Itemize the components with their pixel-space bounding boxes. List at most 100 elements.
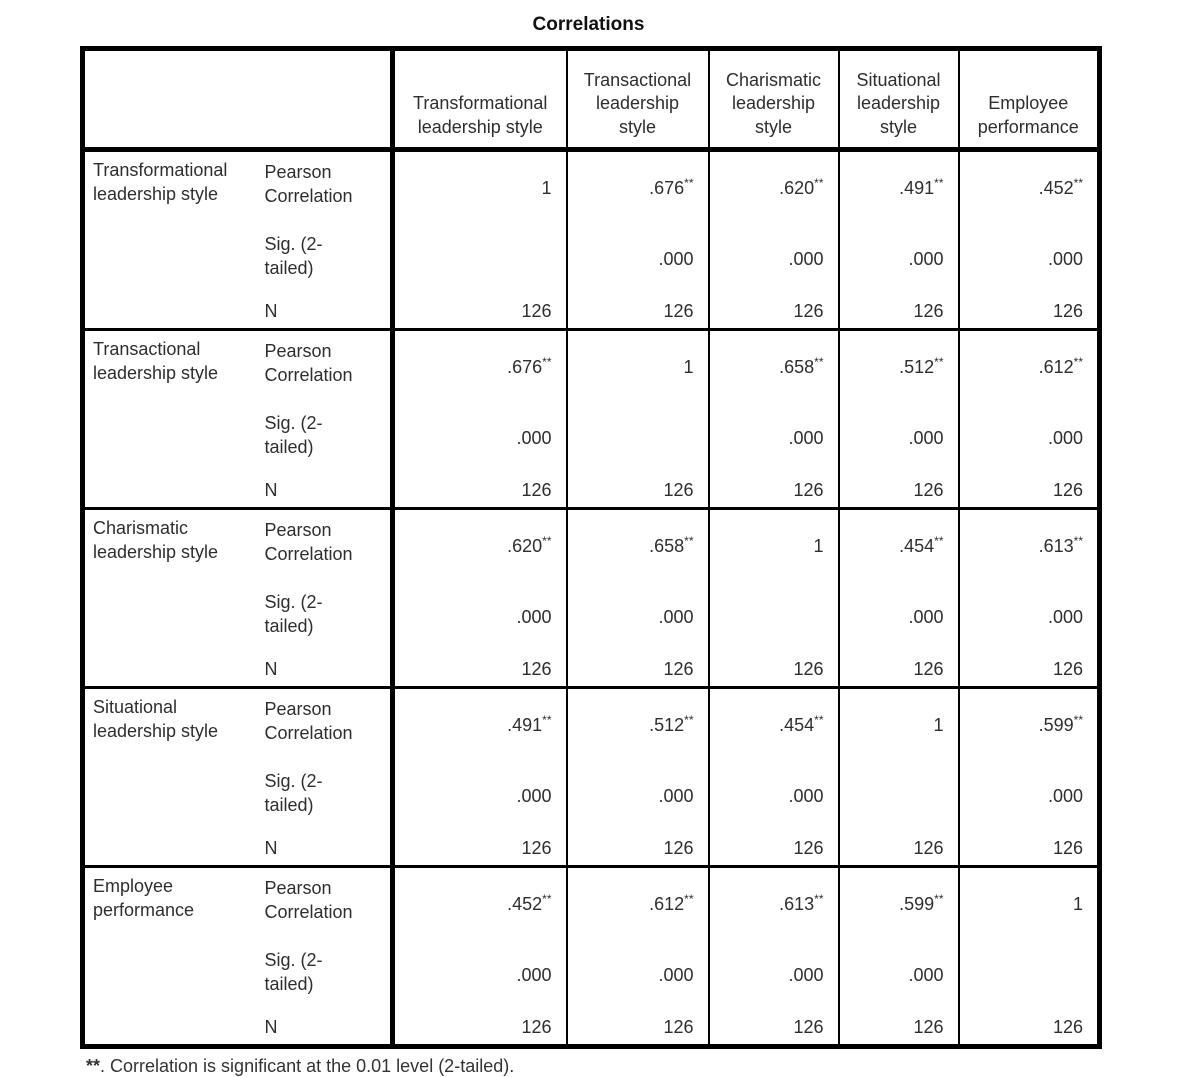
n-value-cell: 126 [837,831,959,867]
pearson-value: .452 [1038,177,1074,198]
sig-value-cell: .000 [707,224,839,294]
significance-stars: ** [934,354,944,369]
pearson-value: .599 [899,893,935,914]
significance-stars: ** [1073,533,1083,548]
pearson-value: .491 [899,177,935,198]
significance-stars: ** [542,354,552,369]
pearson-value-cell: .676** [565,148,709,224]
pearson-row: Transactional leadership style Pearson Co… [82,328,1100,509]
n-value-cell: 126 [565,473,709,509]
pearson-value-cell: 1 [391,148,567,224]
correlations-table: Transformational leadership style Transac… [80,46,1102,1049]
column-header-4: Employee performance [957,48,1100,152]
significance-stars: ** [684,533,694,548]
sig-value-cell [957,940,1100,1010]
stat-label-n: N [262,652,395,688]
pearson-value-cell: .658** [707,328,839,403]
significance-stars: ** [684,175,694,190]
sig-row: Sig. (2- tailed) .000.000.000.000 [83,761,1100,831]
n-value-cell: 126 [707,652,839,688]
stat-label-sig: Sig. (2- tailed) [262,582,395,652]
n-row: N 126 126 126 126 126 [83,831,1100,867]
pearson-value-cell: .658** [565,507,709,582]
sig-value-cell: .000 [837,224,959,294]
sig-value-cell: .000 [391,403,567,473]
sig-row: Sig. (2- tailed) .000.000.000.000 [83,582,1100,652]
pearson-value-cell: .599** [957,686,1100,761]
sig-value-cell: .000 [957,403,1100,473]
pearson-value: 1 [541,177,552,198]
sig-value-cell [837,761,959,831]
n-value-cell: 126 [391,831,567,867]
pearson-value-cell: 1 [565,328,709,403]
significance-stars: ** [1073,712,1083,727]
n-value-cell: 126 [565,831,709,867]
stat-label-pearson: Pearson Correlation [262,865,395,940]
significance-stars: ** [684,712,694,727]
pearson-value-cell: .512** [837,328,959,403]
pearson-value-cell: 1 [957,865,1100,940]
significance-stars: ** [814,712,824,727]
significance-stars: ** [542,533,552,548]
n-value-cell: 126 [957,831,1100,867]
pearson-value: .612 [649,893,685,914]
stat-label-n: N [262,831,395,867]
pearson-value: .676 [649,177,685,198]
pearson-value: .491 [507,714,543,735]
n-value-cell: 126 [391,294,567,330]
stat-label-sig: Sig. (2- tailed) [262,403,395,473]
n-value-cell: 126 [391,652,567,688]
significance-stars: ** [814,354,824,369]
pearson-value: .620 [507,535,543,556]
stat-label-sig: Sig. (2- tailed) [262,940,395,1010]
pearson-value: 1 [683,356,694,377]
significance-stars: ** [1073,175,1083,190]
significance-stars: ** [934,533,944,548]
n-value-cell: 126 [837,1010,959,1047]
significance-stars: ** [934,891,944,906]
row-label: Charismatic leadership style [82,507,263,688]
significance-stars: ** [684,891,694,906]
pearson-value: .676 [507,356,543,377]
n-value-cell: 126 [957,1010,1100,1047]
stat-label-sig: Sig. (2- tailed) [262,761,395,831]
stat-label-pearson: Pearson Correlation [262,686,395,761]
stat-label-pearson: Pearson Correlation [262,148,395,224]
pearson-row: Employee performance Pearson Correlation.… [82,865,1100,1047]
n-value-cell: 126 [837,473,959,509]
pearson-value-cell: .454** [707,686,839,761]
sig-row: Sig. (2- tailed) .000.000.000.000 [83,403,1100,473]
pearson-value: 1 [1072,893,1083,914]
n-value-cell: 126 [391,1010,567,1047]
pearson-value: .613 [779,893,815,914]
sig-value-cell: .000 [707,403,839,473]
pearson-value-cell: .454** [837,507,959,582]
pearson-value-cell: .620** [707,148,839,224]
pearson-value: 1 [933,714,944,735]
n-row: N 126 126 126 126 126 [83,652,1100,688]
n-value-cell: 126 [837,652,959,688]
sig-value-cell: .000 [957,582,1100,652]
stat-label-pearson: Pearson Correlation [262,328,395,403]
pearson-value-cell: .676** [391,328,567,403]
n-value-cell: 126 [707,831,839,867]
pearson-value: .512 [899,356,935,377]
pearson-value-cell: 1 [707,507,839,582]
stat-label-n: N [262,1010,395,1047]
n-value-cell: 126 [957,294,1100,330]
sig-value-cell: .000 [707,940,839,1010]
sig-value-cell: .000 [957,761,1100,831]
pearson-value-cell: .512** [565,686,709,761]
n-value-cell: 126 [565,652,709,688]
sig-value-cell: .000 [837,582,959,652]
n-value-cell: 126 [391,473,567,509]
stat-label-n: N [262,294,395,330]
n-value-cell: 126 [565,294,709,330]
n-value-cell: 126 [957,473,1100,509]
column-header-1: Transactional leadership style [565,48,709,152]
sig-value-cell: .000 [391,582,567,652]
pearson-value: .612 [1038,356,1074,377]
sig-value-cell [391,224,567,294]
sig-value-cell: .000 [707,761,839,831]
